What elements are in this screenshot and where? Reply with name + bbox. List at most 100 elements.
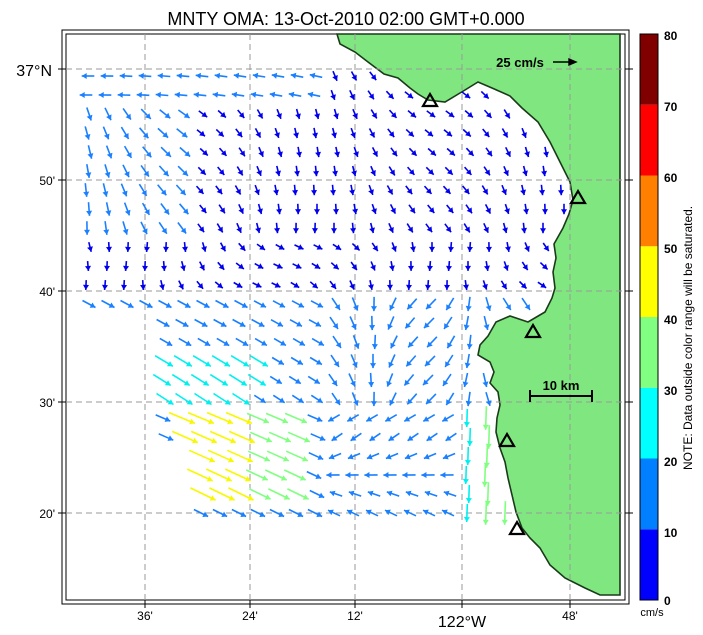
current-vector [384, 414, 398, 422]
current-vector [217, 109, 227, 119]
current-vector [370, 109, 378, 119]
current-vector [290, 72, 304, 79]
current-vector [255, 222, 261, 234]
current-vector [269, 91, 283, 98]
current-vector [287, 431, 311, 443]
current-vector [196, 299, 210, 309]
current-vector [120, 126, 130, 140]
current-vector [482, 128, 490, 138]
current-vector [311, 262, 321, 270]
current-vector [465, 261, 471, 271]
current-vector [353, 146, 359, 158]
current-vector [542, 242, 550, 252]
current-vector [442, 373, 452, 387]
current-vector [272, 300, 286, 308]
current-vector [389, 392, 397, 406]
lat-tick-20: 20' [39, 507, 55, 521]
current-vector [462, 372, 469, 388]
current-vector [102, 126, 110, 140]
current-vector [231, 91, 245, 98]
current-vector [121, 280, 127, 290]
current-vector [275, 165, 281, 177]
current-vector [540, 222, 546, 234]
current-vector [329, 316, 339, 330]
current-vector [331, 432, 343, 442]
current-vector [328, 452, 342, 460]
current-vector [310, 394, 324, 404]
current-vector [246, 412, 270, 424]
current-vector [251, 318, 265, 328]
current-vector [406, 166, 416, 176]
current-vector [294, 165, 300, 177]
current-vector [351, 243, 361, 251]
current-vector [217, 261, 225, 271]
current-vector [485, 147, 493, 157]
current-vector [247, 373, 267, 387]
current-vector [178, 280, 184, 290]
current-vector [159, 109, 171, 119]
current-vector [427, 147, 437, 157]
current-vector [326, 472, 340, 478]
current-vector [238, 147, 246, 157]
current-vector [350, 127, 356, 139]
current-vector [443, 129, 453, 137]
colorbar-frame [639, 33, 659, 601]
current-vector [524, 242, 530, 252]
current-vector [273, 184, 279, 196]
current-vector [387, 128, 395, 138]
current-vector [521, 261, 529, 271]
current-vector [426, 336, 438, 348]
current-vector [235, 128, 243, 138]
current-vector [175, 318, 189, 328]
current-vector [157, 127, 169, 139]
current-vector [236, 222, 242, 234]
current-vector [350, 432, 362, 442]
current-vector [155, 91, 169, 98]
current-vector [351, 165, 357, 177]
current-vector [388, 432, 400, 442]
current-vector [385, 90, 395, 100]
current-vector [384, 509, 398, 517]
current-vector [309, 489, 325, 499]
current-vector [140, 164, 150, 178]
current-vector [276, 203, 282, 215]
current-vector [425, 393, 437, 405]
current-vector [350, 222, 356, 234]
colorbar [639, 33, 659, 601]
current-vector [85, 261, 91, 271]
current-vector [215, 185, 223, 195]
current-vector [82, 299, 96, 309]
current-vector [138, 183, 148, 197]
current-vector [258, 146, 264, 158]
current-vector [442, 452, 456, 460]
current-vector [332, 70, 338, 82]
current-vector [445, 392, 455, 406]
current-vector [283, 469, 307, 481]
current-vector [84, 221, 90, 235]
current-vector [140, 221, 148, 235]
current-vector [219, 242, 227, 252]
current-vector [253, 300, 267, 308]
current-vector [351, 297, 359, 311]
current-vector [158, 221, 168, 235]
current-vector [331, 127, 337, 139]
current-vector [212, 508, 228, 518]
current-vector [84, 126, 91, 140]
current-vector [427, 261, 433, 271]
current-vector [270, 318, 284, 328]
current-vector [310, 300, 324, 308]
current-vector [386, 373, 394, 387]
current-vector [349, 184, 355, 196]
current-vector [307, 508, 323, 518]
current-vector [429, 242, 435, 252]
current-vector [309, 356, 323, 366]
current-vector [306, 470, 322, 480]
current-vector [465, 147, 475, 157]
current-vector [205, 468, 233, 482]
current-vector [464, 446, 471, 466]
current-vector [349, 89, 355, 101]
current-vector [484, 260, 490, 272]
current-vector [213, 392, 231, 406]
current-vector [443, 316, 453, 330]
current-vector [371, 334, 378, 350]
